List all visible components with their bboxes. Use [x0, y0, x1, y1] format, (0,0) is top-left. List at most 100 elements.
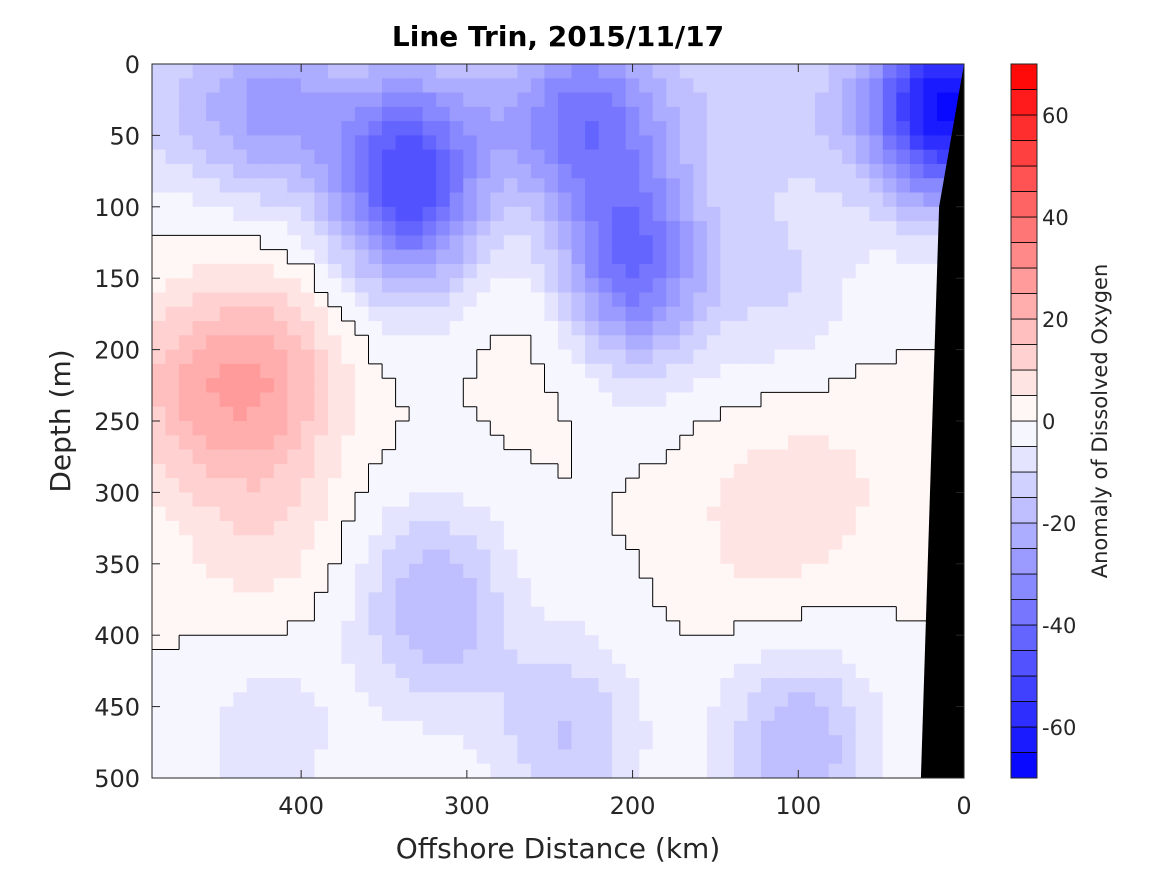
field-cell	[287, 763, 302, 778]
field-cell	[490, 492, 505, 508]
field-cell	[706, 163, 721, 179]
field-cell	[747, 106, 762, 122]
field-cell	[855, 435, 870, 451]
field-cell	[179, 606, 194, 622]
field-cell	[896, 520, 911, 536]
field-cell	[706, 449, 721, 465]
field-cell	[788, 306, 803, 322]
field-cell	[896, 649, 911, 665]
field-cell	[679, 478, 694, 493]
field-cell	[246, 678, 261, 693]
field-cell	[179, 463, 194, 479]
field-cell	[761, 206, 776, 222]
field-cell	[679, 349, 694, 365]
field-cell	[882, 121, 897, 136]
field-cell	[192, 578, 207, 593]
field-cell	[842, 321, 857, 336]
field-cell	[558, 206, 573, 222]
field-cell	[300, 335, 315, 351]
field-cell	[219, 335, 234, 351]
field-cell	[449, 221, 464, 236]
field-cell	[206, 335, 221, 351]
field-cell	[882, 506, 897, 522]
field-cell	[774, 635, 789, 651]
field-cell	[192, 449, 207, 465]
field-cell	[206, 435, 221, 451]
field-cell	[300, 306, 315, 322]
field-cell	[355, 249, 370, 265]
field-cell	[449, 563, 464, 579]
field-cell	[666, 720, 681, 736]
field-cell	[585, 606, 600, 622]
field-cell	[476, 263, 491, 279]
field-cell	[882, 463, 897, 479]
field-cell	[206, 292, 221, 308]
field-cell	[260, 549, 275, 565]
field-cell	[246, 221, 261, 236]
field-cell	[815, 535, 830, 551]
field-cell	[706, 606, 721, 622]
field-cell	[422, 92, 437, 108]
field-cell	[909, 363, 924, 379]
field-cell	[896, 178, 911, 194]
field-cell	[287, 620, 302, 636]
field-cell	[192, 463, 207, 479]
field-cell	[179, 349, 194, 365]
field-cell	[896, 463, 911, 479]
field-cell	[287, 178, 302, 194]
field-cell	[368, 321, 383, 336]
field-cell	[896, 735, 911, 751]
field-cell	[179, 306, 194, 322]
field-cell	[287, 135, 302, 151]
field-cell	[300, 135, 315, 151]
field-cell	[530, 321, 546, 336]
field-cell	[882, 663, 897, 679]
field-cell	[801, 735, 816, 751]
field-cell	[355, 263, 370, 279]
field-cell	[436, 478, 451, 493]
field-cell	[706, 349, 721, 365]
field-cell	[855, 78, 870, 94]
field-cell	[152, 449, 167, 465]
field-cell	[463, 678, 478, 693]
field-cell	[179, 620, 194, 636]
field-cell	[558, 492, 573, 508]
field-cell	[855, 349, 870, 365]
field-cell	[909, 692, 924, 708]
field-cell	[530, 535, 546, 551]
field-cell	[585, 106, 600, 122]
field-cell	[449, 463, 464, 479]
field-cell	[192, 706, 207, 722]
field-cell	[625, 221, 640, 236]
field-cell	[287, 378, 302, 394]
field-cell	[422, 649, 437, 665]
field-cell	[192, 163, 207, 179]
field-cell	[327, 392, 343, 408]
field-cell	[815, 378, 830, 394]
field-cell	[788, 378, 803, 394]
field-cell	[192, 606, 207, 622]
field-cell	[463, 635, 478, 651]
field-cell	[300, 649, 315, 665]
field-cell	[625, 578, 640, 593]
field-cell	[192, 106, 207, 122]
field-cell	[747, 478, 762, 493]
field-cell	[192, 249, 207, 265]
field-cell	[788, 506, 803, 522]
field-cell	[233, 449, 248, 465]
field-cell	[815, 563, 830, 579]
field-cell	[165, 392, 180, 408]
field-cell	[855, 363, 870, 379]
field-cell	[571, 720, 586, 736]
field-cell	[747, 735, 762, 751]
field-cell	[896, 306, 911, 322]
field-cell	[409, 478, 424, 493]
field-cell	[409, 663, 424, 679]
field-cell	[273, 392, 288, 408]
field-cell	[882, 163, 897, 179]
field-cell	[206, 692, 221, 708]
field-cell	[666, 435, 681, 451]
field-cell	[801, 506, 816, 522]
field-cell	[571, 306, 586, 322]
field-cell	[382, 192, 397, 208]
